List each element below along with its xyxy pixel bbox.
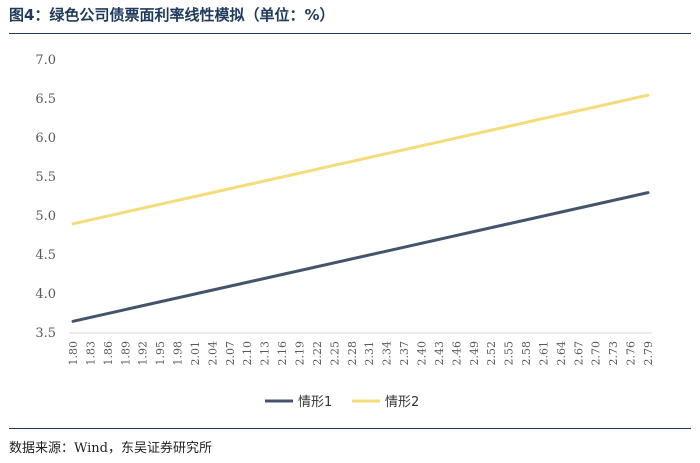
x-tick-label: 2.37 [398, 341, 411, 366]
legend-label-1: 情形1 [298, 395, 332, 410]
title-rule [9, 33, 691, 34]
x-tick-label: 2.64 [555, 341, 568, 366]
y-tick-label: 6.0 [35, 131, 56, 146]
figure-title: 图4：绿色公司债票面利率线性模拟（单位：%） [9, 6, 335, 24]
x-tick-label: 2.67 [572, 341, 585, 366]
source-rule [9, 428, 691, 429]
x-tick-label: 1.98 [172, 341, 185, 366]
y-tick-label: 6.5 [35, 92, 56, 107]
x-tick-label: 2.73 [607, 341, 620, 366]
x-tick-label: 1.95 [154, 341, 167, 366]
y-tick-label: 5.0 [35, 209, 56, 224]
x-tick-label: 2.01 [189, 341, 202, 366]
x-tick-label: 2.25 [328, 341, 341, 366]
x-tick-label: 2.34 [381, 341, 394, 366]
x-tick-label: 2.04 [206, 341, 219, 366]
y-tick-label: 7.0 [35, 53, 56, 68]
x-tick-label: 2.58 [520, 341, 533, 366]
x-tick-label: 2.61 [537, 341, 550, 366]
source-note: 数据来源：Wind，东吴证券研究所 [9, 441, 212, 456]
x-tick-label: 1.83 [84, 341, 97, 366]
x-tick-label: 2.16 [276, 341, 289, 366]
series-line-1 [71, 191, 650, 323]
x-tick-label: 2.46 [450, 341, 463, 366]
x-tick-label: 2.70 [590, 341, 603, 366]
x-tick-label: 2.22 [311, 341, 324, 366]
x-tick-label: 1.89 [119, 341, 132, 366]
legend: 情形1 情形2 [265, 395, 419, 410]
x-tick-label: 2.76 [625, 341, 638, 366]
y-tick-label: 3.5 [35, 326, 56, 341]
x-tick-label: 2.55 [503, 341, 516, 366]
series-line-2 [71, 93, 650, 226]
x-tick-label: 1.92 [137, 341, 150, 366]
x-tick-label: 2.79 [642, 341, 655, 366]
x-tick-label: 2.43 [433, 341, 446, 366]
y-tick-label: 5.5 [35, 170, 56, 185]
y-axis: 3.5 4.0 4.5 5.0 5.5 6.0 6.5 7.0 [35, 53, 56, 341]
x-tick-label: 2.49 [468, 341, 481, 366]
legend-label-2: 情形2 [385, 395, 419, 410]
x-tick-label: 2.13 [259, 341, 272, 366]
x-axis: 1.80 1.83 1.86 1.89 1.92 1.95 1.98 2.01 2.04 2.07… [67, 332, 655, 366]
y-tick-label: 4.5 [35, 248, 56, 263]
x-tick-label: 2.40 [415, 341, 428, 366]
x-tick-label: 1.80 [67, 341, 80, 366]
y-tick-label: 4.0 [35, 287, 56, 302]
x-tick-label: 1.86 [102, 341, 115, 366]
x-tick-label: 2.10 [241, 341, 254, 366]
x-tick-label: 2.28 [346, 341, 359, 366]
x-tick-label: 2.19 [294, 341, 307, 366]
line-chart: 3.54.04.55.05.56.06.57.0 1.80 1.83 1.86 1.8… [35, 53, 655, 410]
series-lines [71, 93, 650, 323]
x-tick-label: 2.52 [485, 341, 498, 366]
x-tick-label: 2.31 [363, 341, 376, 366]
x-tick-label: 2.07 [224, 341, 237, 366]
